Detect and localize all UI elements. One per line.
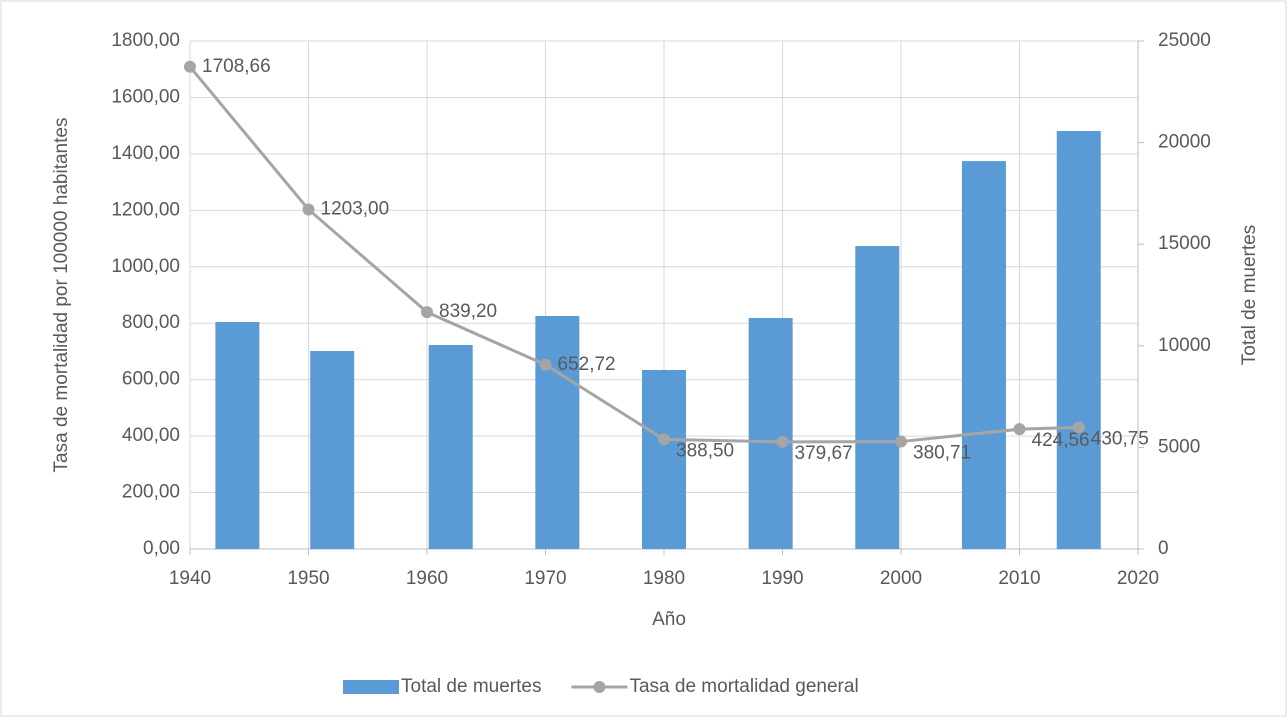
x-tick-label: 1940 <box>169 568 211 589</box>
bar <box>1056 131 1101 550</box>
y2-tick-label: 0 <box>1158 538 1169 559</box>
x-tick-label: 1960 <box>406 568 448 589</box>
bar <box>642 369 686 549</box>
point <box>658 433 670 446</box>
x-tick-label: 2020 <box>1117 568 1159 589</box>
y2-tick-label: 5000 <box>1158 436 1200 457</box>
bar <box>535 315 580 549</box>
point <box>539 358 552 371</box>
point <box>184 60 196 73</box>
legend-swatch <box>343 680 399 694</box>
x-tick-label: 1970 <box>524 568 566 589</box>
x-tick-label: 2010 <box>998 568 1040 589</box>
data-label: 379,67 <box>795 443 853 464</box>
data-label: 424,56 <box>1032 430 1090 451</box>
y-tick-label: 1000,00 <box>111 256 180 277</box>
y2-tick-label: 10000 <box>1158 335 1211 356</box>
legend-label: Tasa de mortalidad general <box>629 676 858 697</box>
bar <box>855 246 900 549</box>
y2-tick-label: 20000 <box>1158 132 1211 153</box>
bar <box>310 350 355 549</box>
y-tick-label: 1600,00 <box>111 86 180 107</box>
data-label: 1708,66 <box>202 56 271 77</box>
x-axis-title: Año <box>652 609 686 630</box>
x-tick-label: 2000 <box>880 568 922 589</box>
data-label: 380,71 <box>913 443 971 464</box>
y-tick-label: 1800,00 <box>111 30 180 51</box>
point <box>1072 421 1085 434</box>
point <box>302 203 315 216</box>
bar <box>428 344 473 549</box>
bar <box>961 161 1006 550</box>
bar <box>215 322 260 549</box>
y-tick-label: 1200,00 <box>111 199 180 220</box>
data-label: 430,75 <box>1091 428 1149 449</box>
point <box>895 435 907 448</box>
y-tick-label: 0,00 <box>143 538 180 559</box>
y2-axis-title: Total de muertes <box>1239 225 1260 365</box>
data-label: 652,72 <box>558 354 616 375</box>
point <box>776 435 789 448</box>
x-tick-label: 1950 <box>287 568 329 589</box>
legend-swatch <box>593 681 606 693</box>
data-label: 1203,00 <box>321 199 390 220</box>
y-axis-title: Tasa de mortalidad por 100000 habitantes <box>51 118 72 473</box>
y-tick-label: 600,00 <box>122 369 180 390</box>
data-label: 388,50 <box>676 440 734 461</box>
y2-tick-label: 25000 <box>1158 30 1211 51</box>
data-label: 839,20 <box>439 301 497 322</box>
x-tick-label: 1990 <box>761 568 803 589</box>
y-tick-label: 800,00 <box>122 312 180 333</box>
legend-label: Total de muertes <box>401 676 541 697</box>
bar <box>748 317 793 549</box>
y2-tick-label: 15000 <box>1158 233 1211 254</box>
y-tick-label: 1400,00 <box>111 143 180 164</box>
y-tick-label: 200,00 <box>122 482 180 503</box>
point <box>1013 423 1026 436</box>
point <box>421 306 433 319</box>
y-tick-label: 400,00 <box>122 425 180 446</box>
x-tick-label: 1980 <box>643 568 685 589</box>
